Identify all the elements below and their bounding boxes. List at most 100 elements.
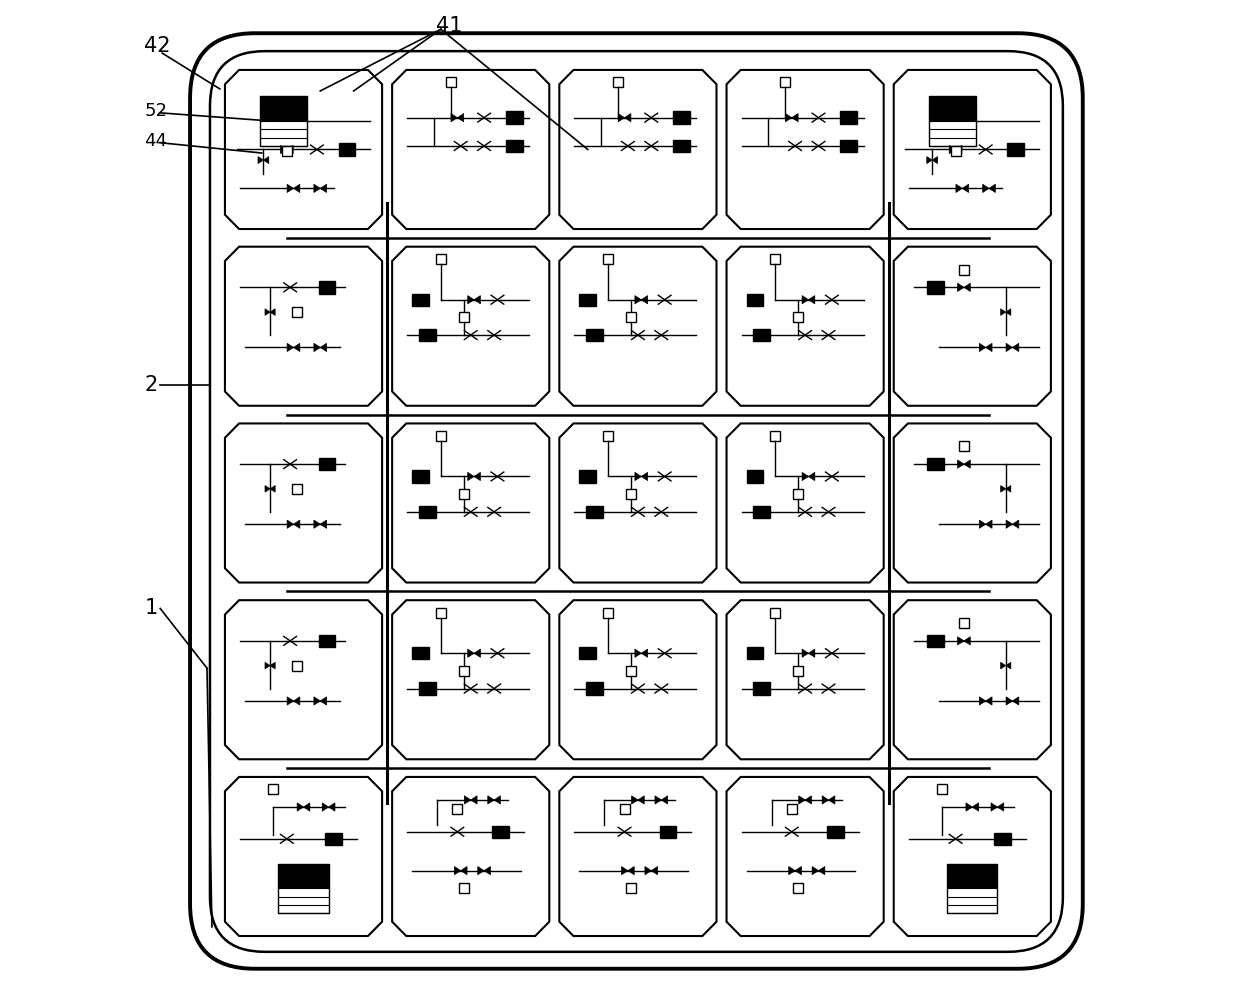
Polygon shape <box>1012 520 1019 528</box>
Bar <box>453 803 463 813</box>
Bar <box>459 883 469 893</box>
Polygon shape <box>635 472 641 481</box>
Bar <box>325 832 342 845</box>
Polygon shape <box>828 795 835 804</box>
Polygon shape <box>637 795 645 804</box>
Bar <box>928 635 944 647</box>
Polygon shape <box>894 777 1050 936</box>
Bar <box>780 77 790 88</box>
Bar <box>937 784 947 794</box>
Polygon shape <box>980 520 986 528</box>
Polygon shape <box>641 472 647 481</box>
Polygon shape <box>791 114 799 122</box>
Polygon shape <box>808 649 815 658</box>
Polygon shape <box>986 343 992 351</box>
Polygon shape <box>641 649 647 658</box>
Bar <box>587 683 603 695</box>
Polygon shape <box>661 795 667 804</box>
Bar <box>959 618 968 628</box>
Polygon shape <box>635 295 641 303</box>
Polygon shape <box>635 649 641 658</box>
Bar <box>841 140 857 152</box>
Bar <box>319 281 335 293</box>
Polygon shape <box>785 114 791 122</box>
Polygon shape <box>625 114 631 122</box>
Bar <box>1007 144 1024 156</box>
Bar <box>319 458 335 470</box>
Bar <box>279 863 329 888</box>
Polygon shape <box>966 802 972 811</box>
Polygon shape <box>288 697 294 705</box>
Bar <box>506 112 522 124</box>
Bar <box>753 329 770 341</box>
Polygon shape <box>727 600 884 759</box>
Polygon shape <box>467 295 474 303</box>
Polygon shape <box>808 295 815 303</box>
Bar <box>959 441 968 451</box>
Bar <box>626 489 636 499</box>
Polygon shape <box>224 600 382 759</box>
Bar <box>620 803 630 813</box>
Polygon shape <box>621 866 627 875</box>
Polygon shape <box>982 185 990 193</box>
Polygon shape <box>224 70 382 229</box>
Polygon shape <box>487 795 494 804</box>
Polygon shape <box>224 423 382 583</box>
Polygon shape <box>986 520 992 528</box>
Bar <box>412 293 429 306</box>
Polygon shape <box>320 697 326 705</box>
Text: 52: 52 <box>144 102 167 120</box>
Polygon shape <box>986 697 992 705</box>
Bar <box>291 307 301 317</box>
Bar <box>626 883 636 893</box>
Polygon shape <box>799 795 805 804</box>
Polygon shape <box>808 472 815 481</box>
Bar <box>579 470 596 483</box>
Polygon shape <box>990 185 996 193</box>
Bar <box>951 147 961 157</box>
Polygon shape <box>270 486 275 492</box>
Polygon shape <box>957 637 963 645</box>
Bar <box>492 825 510 838</box>
Bar <box>260 97 306 146</box>
Bar <box>794 666 804 676</box>
Polygon shape <box>298 802 304 811</box>
Polygon shape <box>972 802 978 811</box>
Bar <box>929 97 976 121</box>
Polygon shape <box>392 777 549 936</box>
Polygon shape <box>559 70 717 229</box>
FancyBboxPatch shape <box>190 33 1083 969</box>
Polygon shape <box>559 600 717 759</box>
Polygon shape <box>392 70 549 229</box>
Bar <box>435 608 445 618</box>
Bar <box>827 825 843 838</box>
Text: 2: 2 <box>144 374 157 394</box>
Polygon shape <box>1006 520 1012 528</box>
Bar <box>319 635 335 647</box>
Polygon shape <box>963 637 971 645</box>
Polygon shape <box>932 157 937 164</box>
Polygon shape <box>727 777 884 936</box>
Polygon shape <box>474 472 480 481</box>
Text: 44: 44 <box>144 132 167 150</box>
Polygon shape <box>956 185 962 193</box>
Polygon shape <box>619 114 625 122</box>
Polygon shape <box>392 600 549 759</box>
Bar <box>947 863 997 888</box>
Bar <box>770 254 780 264</box>
Polygon shape <box>314 343 320 351</box>
Polygon shape <box>631 795 637 804</box>
Polygon shape <box>1001 486 1006 492</box>
Polygon shape <box>320 520 326 528</box>
Bar <box>506 140 522 152</box>
Polygon shape <box>461 866 467 875</box>
Bar <box>291 484 301 494</box>
Bar <box>794 312 804 322</box>
Polygon shape <box>263 157 269 164</box>
Polygon shape <box>963 460 971 468</box>
Polygon shape <box>980 343 986 351</box>
Polygon shape <box>727 70 884 229</box>
Polygon shape <box>727 247 884 406</box>
Polygon shape <box>997 802 1003 811</box>
Polygon shape <box>484 866 491 875</box>
